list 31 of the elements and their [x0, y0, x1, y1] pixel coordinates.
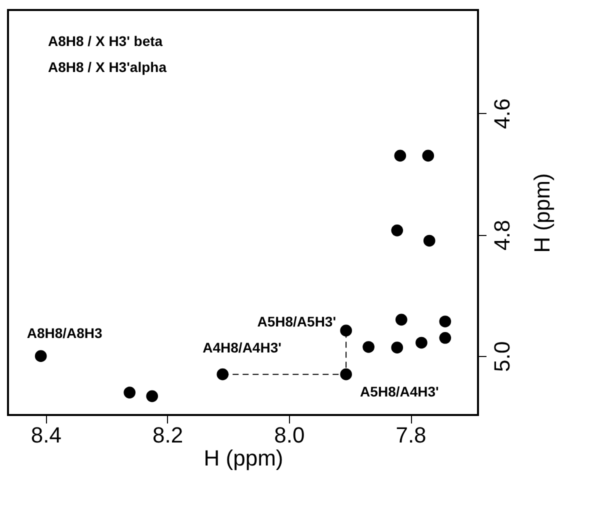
point — [340, 324, 352, 337]
x-tick-label: 8.2 — [152, 422, 184, 448]
annotation: A5H8/A4H3' — [360, 383, 439, 400]
point — [439, 316, 452, 328]
annotation: A8H8 / X H3'alpha — [48, 59, 167, 75]
point — [146, 390, 158, 402]
point — [439, 332, 452, 344]
point — [416, 336, 428, 349]
y-tick-label: 5.0 — [490, 341, 514, 372]
y-tick-label: 4.6 — [490, 98, 514, 130]
y-tick-label: 4.8 — [490, 220, 514, 250]
point — [391, 342, 404, 354]
point — [124, 386, 136, 398]
y-axis-title: H (ppm) — [530, 173, 554, 253]
annotation: A8H8/A8H3 — [26, 325, 103, 342]
point — [340, 368, 352, 380]
point — [423, 234, 436, 247]
x-tick-label: 8.0 — [274, 422, 305, 448]
point — [362, 341, 374, 353]
point — [394, 150, 406, 162]
x-axis-title: H (ppm) — [204, 446, 284, 470]
annotation: A8H8 / X H3' beta — [48, 33, 163, 49]
point — [391, 224, 404, 236]
point — [216, 368, 229, 380]
x-tick-label: 8.4 — [30, 422, 62, 448]
point — [34, 350, 47, 362]
x-tick-label: 7.8 — [396, 422, 426, 448]
annotation: A4H8/A4H3' — [202, 339, 282, 356]
point — [422, 150, 434, 162]
annotation: A5H8/A5H3' — [257, 314, 336, 330]
point — [395, 314, 408, 326]
